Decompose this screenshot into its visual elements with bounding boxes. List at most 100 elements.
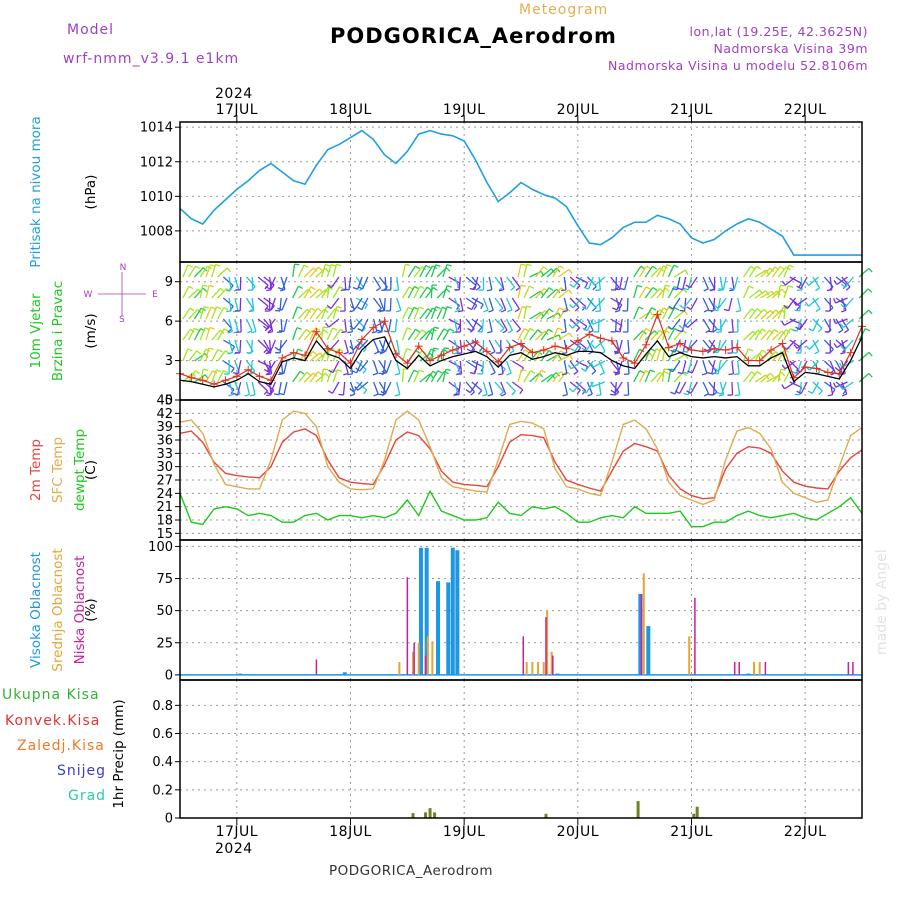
wind-barb-flag xyxy=(277,373,283,376)
wind-barb xyxy=(458,381,461,395)
wind-barb-flag xyxy=(677,287,683,291)
wind-barb-flag xyxy=(317,371,323,376)
wind-barb-flag xyxy=(666,264,672,267)
wind-barb xyxy=(292,348,299,362)
wind-barb xyxy=(401,327,408,341)
wind-barb xyxy=(702,318,711,331)
wind-barb xyxy=(353,318,363,330)
wind-barb xyxy=(743,330,754,341)
wind-barb xyxy=(453,339,460,353)
high-cloud-bar xyxy=(446,582,451,675)
wind-barb-flag xyxy=(714,327,720,331)
wind-barb xyxy=(211,287,221,299)
wind-barb-flag xyxy=(840,345,846,351)
wind-barb xyxy=(419,373,431,383)
wind-barb xyxy=(809,339,820,350)
wind-barb-flag xyxy=(712,309,718,312)
wind-barb-flag xyxy=(581,389,587,394)
wind-barb xyxy=(673,372,684,383)
wind-barb xyxy=(540,328,550,341)
wind-barb xyxy=(523,264,528,278)
wind-barb xyxy=(672,360,681,373)
wind-barb xyxy=(407,286,415,299)
wind-barb-flag xyxy=(591,307,597,312)
wind-barb xyxy=(494,276,504,288)
wind-barb xyxy=(771,309,783,320)
wind-barb xyxy=(667,286,675,299)
wind-barb xyxy=(223,339,235,348)
wind-barb xyxy=(357,381,369,391)
wind-barb-flag xyxy=(349,325,355,330)
wind-barb xyxy=(673,353,686,362)
wind-barb xyxy=(453,318,458,332)
wind-barb-flag xyxy=(357,306,363,311)
precip-legend-label: Snijeg xyxy=(57,763,106,779)
wind-barb xyxy=(808,276,820,286)
wind-barb-flag xyxy=(323,368,329,371)
wind-barb xyxy=(682,297,693,309)
wind-barb-flag xyxy=(705,329,711,334)
high-cloud-bar xyxy=(436,581,441,675)
wind-barb-flag xyxy=(748,348,754,352)
low-cloud-bar xyxy=(694,597,696,675)
wind-barb-flag xyxy=(506,372,512,376)
top-date-label: 17JUL xyxy=(216,102,259,118)
wind-barb xyxy=(661,285,666,299)
wind-barb-flag xyxy=(375,287,381,292)
wind-barb-flag xyxy=(486,289,492,292)
wind-barb xyxy=(529,290,542,299)
wind-barb xyxy=(384,339,392,352)
wind-barb-flag xyxy=(548,308,554,313)
wind-barb-flag xyxy=(446,263,452,267)
pressure-line xyxy=(179,129,862,256)
wind-barb-flag xyxy=(433,326,440,329)
wind-barb xyxy=(205,327,211,341)
wind-barb xyxy=(344,276,347,291)
wind-barb xyxy=(372,318,378,332)
wind-barb-flag xyxy=(318,266,323,271)
wind-barb-flag xyxy=(591,370,597,375)
wind-barb xyxy=(667,264,675,278)
wind-barb xyxy=(777,329,787,341)
wind-barb-flag xyxy=(478,347,483,353)
top-year-label: 2024 xyxy=(215,86,253,102)
wind-barb xyxy=(517,285,522,299)
wind-barb xyxy=(349,381,356,395)
wind-barb xyxy=(558,332,570,341)
wind-barb-flag xyxy=(785,329,791,334)
wind-barb-flag xyxy=(325,322,330,328)
wind-barb-flag xyxy=(421,329,427,334)
wind-barb xyxy=(572,318,583,329)
wind-barb-flag xyxy=(840,283,846,288)
ytick-label: 0.6 xyxy=(152,727,173,742)
wind-barb xyxy=(216,370,225,383)
wind-barb-flag xyxy=(215,263,221,267)
wind-barb-flag xyxy=(781,280,786,286)
wind-barb xyxy=(858,267,870,278)
wind-barb-flag xyxy=(456,352,462,355)
wind-barb xyxy=(407,369,415,383)
wind-barb-flag xyxy=(350,305,356,310)
wind-barb-flag xyxy=(718,393,724,397)
wind-barb-flag xyxy=(266,373,272,376)
wind-barb xyxy=(619,318,623,332)
ytick-label: 45 xyxy=(156,394,173,409)
wind-barb-flag xyxy=(482,393,488,397)
wind-barb-flag xyxy=(380,348,386,353)
wind-barb xyxy=(359,360,369,372)
wind-barb-flag xyxy=(679,304,684,309)
wind-barb-flag xyxy=(467,328,473,332)
wind-barb xyxy=(419,265,427,278)
wind-barb-flag xyxy=(581,390,587,395)
panel-frame xyxy=(179,121,863,263)
wind-barb-flag xyxy=(781,288,786,294)
wind-barb-flag xyxy=(274,346,280,351)
wind-barb xyxy=(326,285,330,299)
wind-barb-flag xyxy=(683,323,689,329)
wind-barb-flag xyxy=(595,310,601,313)
wind-barb xyxy=(188,370,196,383)
wind-barb xyxy=(283,381,288,395)
wind-barb-flag xyxy=(413,369,419,373)
wind-barb xyxy=(650,267,661,278)
wind-barb-flag xyxy=(591,281,596,286)
